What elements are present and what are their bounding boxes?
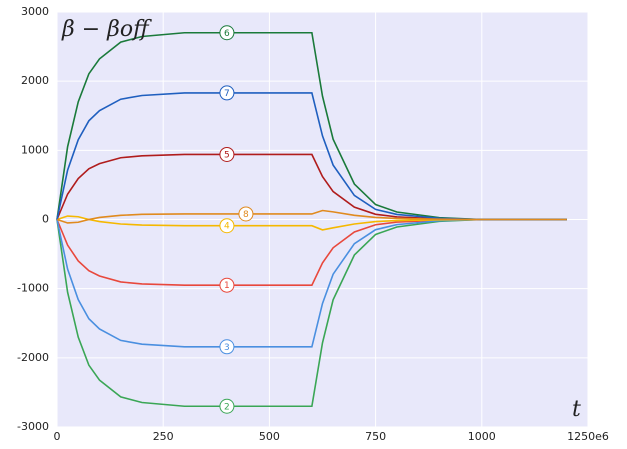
series-line <box>56 218 567 408</box>
y-axis-label: β − βoff <box>61 17 152 42</box>
y-tick-label: 3000 <box>21 5 49 18</box>
y-tick-label: -2000 <box>17 351 49 364</box>
x-tick-label: 0 <box>54 430 61 443</box>
y-tick-label: 1000 <box>21 143 49 156</box>
x-tick-label: 1000 <box>468 430 496 443</box>
series-label-badge <box>219 218 235 234</box>
y-tick-label: -3000 <box>17 420 49 433</box>
series-line <box>56 209 567 224</box>
series-label-badge <box>219 398 235 414</box>
series-label-badge <box>219 25 235 41</box>
x-tick-label: 750 <box>365 430 386 443</box>
series-label: 3 <box>224 343 230 353</box>
y-tick-label: -1000 <box>17 282 49 295</box>
series-label-badge <box>219 339 235 355</box>
x-tick-label: 1250e6 <box>567 430 609 443</box>
series-label: 1 <box>224 281 230 291</box>
series-line <box>56 92 567 221</box>
series-label: 7 <box>224 89 230 99</box>
x-axis-label: t <box>572 397 581 422</box>
series-label: 6 <box>224 29 230 39</box>
x-tick-label: 250 <box>153 430 174 443</box>
y-tick-label: 0 <box>42 213 49 226</box>
series-label: 4 <box>224 222 230 232</box>
series-label: 2 <box>224 402 230 412</box>
series-label-badge <box>219 277 235 293</box>
series-label: 8 <box>243 210 249 220</box>
series-line <box>56 31 567 221</box>
x-tick-label: 500 <box>259 430 280 443</box>
y-tick-label: 2000 <box>21 74 49 87</box>
series-label: 5 <box>224 150 230 160</box>
series-label-badge <box>238 206 254 222</box>
series-line <box>56 218 567 348</box>
series-label-badge <box>219 85 235 101</box>
series-label-badge <box>219 146 235 162</box>
